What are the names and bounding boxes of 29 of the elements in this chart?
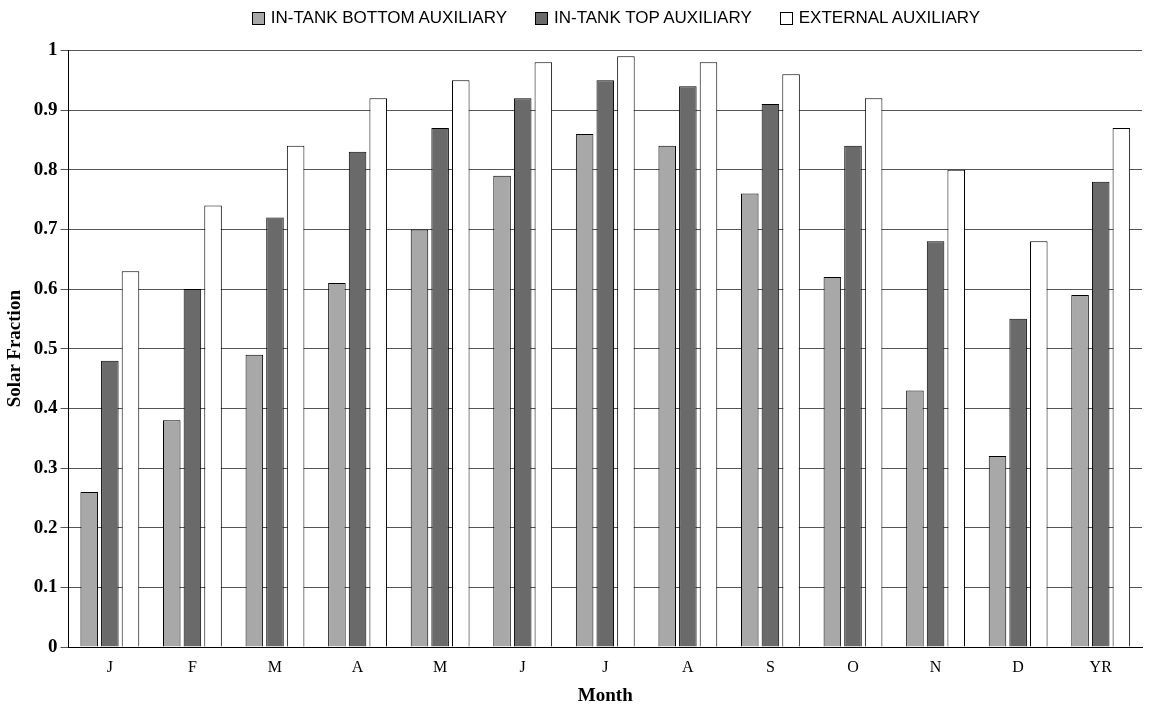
y-tick-label: 0.9 — [33, 97, 58, 119]
x-tick-label: O — [847, 657, 859, 675]
x-tick-label: M — [267, 657, 283, 675]
y-tick-label: 0 — [48, 634, 58, 656]
legend-label: IN-TANK TOP AUXILIARY — [553, 8, 752, 28]
x-tick-label: N — [929, 657, 942, 675]
x-tick-label: A — [682, 657, 695, 675]
y-tick-label: 0.3 — [33, 455, 58, 477]
y-tick-label: 0.6 — [33, 276, 58, 298]
x-tick-label: S — [765, 657, 775, 675]
y-axis-title: Solar Fraction — [3, 289, 25, 408]
y-tick-label: 1 — [48, 38, 58, 60]
x-tick-label: J — [602, 657, 609, 675]
legend-label: IN-TANK BOTTOM AUXILIARY — [270, 8, 507, 28]
x-tick-label: YR — [1089, 657, 1113, 675]
y-tick-label: 0.5 — [33, 336, 58, 358]
text: EXTERNAL AUXILIARY — [798, 8, 981, 28]
y-tick-label: 0.7 — [33, 217, 59, 239]
x-tick-label: D — [1012, 657, 1024, 675]
y-tick-label: 0.2 — [33, 515, 58, 537]
x-tick-label: A — [351, 657, 364, 675]
x-axis-title: Month — [577, 683, 634, 705]
x-tick-label: J — [106, 657, 113, 675]
y-tick-label: 0.1 — [33, 575, 58, 597]
x-tick-label: F — [187, 657, 197, 675]
y-tick-label: 0.4 — [33, 396, 59, 418]
x-tick-label: M — [433, 657, 448, 675]
x-tick-label: J — [519, 657, 526, 675]
y-tick-label: 0.8 — [33, 157, 58, 179]
